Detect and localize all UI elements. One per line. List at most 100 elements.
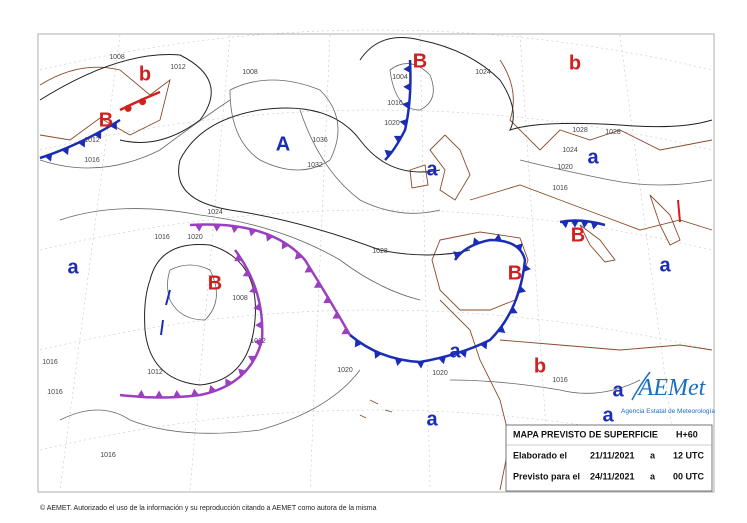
front-symbol [78,139,86,148]
front-symbol [44,153,53,162]
high-center: A [276,133,290,155]
isobar-label: 1020 [557,164,573,171]
isobar-label: 1004 [392,74,408,81]
isobar-label: 1020 [432,370,448,377]
logo: AEMet Agencia Estatal de Meteorología [621,371,715,415]
front-symbol [109,121,117,131]
front-symbol [191,388,199,396]
front-symbol [139,98,147,106]
front-symbol [472,237,481,246]
front-symbol [281,241,289,250]
issued-label: Elaborado el [513,450,567,460]
isobar-label: 1016 [100,452,116,459]
isobars [39,37,713,434]
front-symbol [518,285,527,294]
issued-time: 12 UTC [673,450,705,460]
issued-date: 21/11/2021 [590,450,635,460]
isobar-label: 1020 [337,367,353,374]
front-symbol [323,296,332,304]
front-symbol [225,378,233,387]
front-symbol [254,338,263,347]
map-frame [37,33,715,493]
front-symbol [384,149,393,158]
isobar-label: 1008 [109,54,125,61]
front-symbol [403,64,411,73]
front-symbol [523,264,531,273]
front-symbol [374,350,382,359]
front-symbol [212,224,221,232]
front-symbol [248,228,257,237]
copyright: © AEMET. Autorizado el uso de la informa… [40,504,377,512]
front-symbol [341,327,350,335]
front-symbol [399,118,408,127]
occluded-front [189,223,352,336]
isobar-label: 1016 [387,100,403,107]
front-symbol [480,341,488,350]
isobar-label: 1036 [312,137,328,144]
isobar-label: 1016 [154,234,170,241]
isobar-label: 1016 [84,157,100,164]
trough [677,199,681,223]
front-symbol [590,221,599,230]
isobar-label: 1028 [372,248,388,255]
high-center: a [426,408,438,430]
front-symbol [253,303,261,312]
low-center: B [208,272,222,294]
front-symbol [238,368,247,377]
front-symbol [354,339,363,348]
isobar-label: 1032 [307,162,323,169]
high-center: a [659,254,671,276]
front-symbol [265,233,274,242]
low-center: b [139,63,151,85]
isobar-label: 1008 [232,295,248,302]
forecast-step: H+60 [676,429,698,439]
front-symbol [497,325,506,333]
front-symbol [453,251,462,259]
front-symbol [124,104,132,112]
low-center: B [413,50,427,72]
front-symbol [402,100,410,109]
high-center: a [587,146,599,168]
front-symbol [155,390,164,398]
isobar-labels: 1012 1008 1016 1012 1008 1004 1016 1020 1024 1028… [42,54,621,459]
front-symbol [403,82,411,91]
front-symbol [313,280,323,288]
isobar-label: 1016 [47,389,63,396]
front-symbol [247,355,257,363]
info-box-frame [505,424,713,492]
isobar-label: 1012 [84,137,100,144]
front-symbol [393,135,402,143]
front-symbol [570,220,579,228]
pressure-centers: B b B A a a b B a a B B a b a a a [67,50,671,430]
front-symbol [194,224,203,232]
isobar-label: 1012 [170,64,186,71]
issued-at: a [650,450,656,460]
isobar-label: 1024 [562,147,578,154]
cold-front [384,59,412,161]
low-center: b [534,355,546,377]
front-symbol [249,285,258,294]
isobar-label: 1016 [552,185,568,192]
high-center: a [612,379,624,401]
isobar-label: 1028 [605,129,621,136]
front-symbol [208,385,217,393]
high-center: a [602,404,614,426]
front-symbol [416,361,425,369]
info-title: MAPA PREVISTO DE SUPERFICIE [513,429,658,439]
isobar-label: 1024 [207,209,223,216]
front-symbol [493,233,502,241]
valid-time: 00 UTC [673,471,705,481]
info-box: MAPA PREVISTO DE SUPERFICIE H+60 Elabora… [505,424,713,492]
trough [160,289,171,336]
front-symbol [438,356,446,365]
cold-front [559,219,606,227]
isobar-label: 1020 [187,234,203,241]
high-center: a [426,158,438,180]
low-center: B [508,262,522,284]
valid-at: a [650,471,656,481]
isobar-label: 1028 [572,127,588,134]
isobar-label: 1016 [42,359,58,366]
logo-subtitle: Agencia Estatal de Meteorología [621,408,715,415]
front-symbol [509,306,518,314]
